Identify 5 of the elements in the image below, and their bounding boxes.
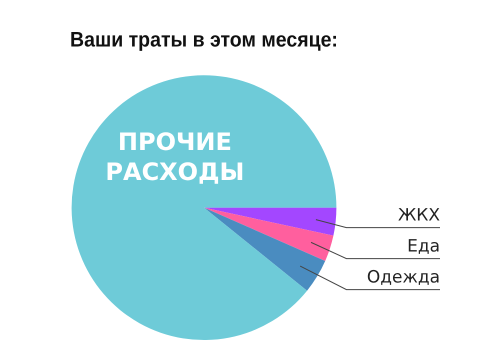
- slice-label: Одежда: [366, 268, 440, 288]
- chart-title: Ваши траты в этом месяце:: [70, 28, 338, 52]
- slice-label: Еда: [407, 236, 440, 257]
- slice-label: ЖКХ: [398, 206, 440, 226]
- slice-label: ПРОЧИЕ РАСХОДЫ: [105, 128, 244, 186]
